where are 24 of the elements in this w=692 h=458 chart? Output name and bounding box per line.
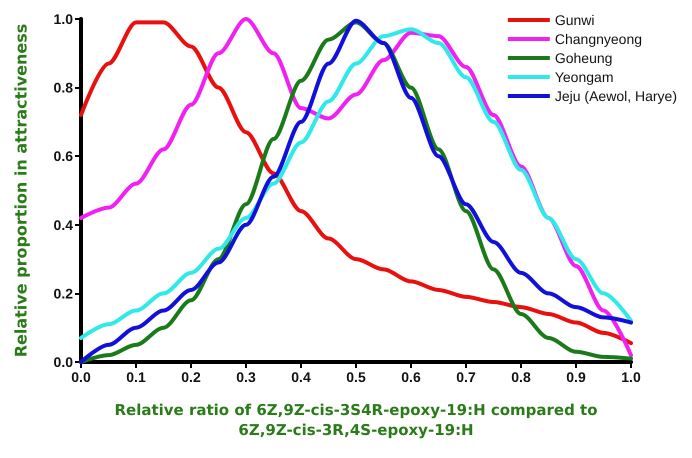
x-tick-label: 0.1 (126, 369, 146, 385)
legend-label: Yeongam (554, 69, 614, 85)
legend-label: Jeju (Aewol, Harye) (554, 88, 678, 104)
x-tick-label: 0.5 (346, 369, 366, 385)
legend-label: Gunwi (554, 12, 595, 28)
x-tick-label: 0.9 (566, 369, 586, 385)
x-tick-label: 0.6 (401, 369, 421, 385)
x-tick-label: 1.0 (621, 369, 641, 385)
y-tick-label: 0.6 (54, 148, 74, 164)
x-axis-title: Relative ratio of 6Z,9Z-cis-3S4R-epoxy-19:H compared to 6Z,9Z-cis-3R,4S-epoxy-19:H (114, 401, 598, 439)
y-tick-label: 0.0 (54, 354, 74, 370)
y-axis-title: Relative proportion in attractiveness (12, 24, 30, 358)
y-tick-label: 1.0 (54, 11, 74, 27)
x-tick-label: 0.8 (511, 369, 531, 385)
y-tick-label: 0.4 (54, 216, 74, 233)
legend-label: Goheung (554, 50, 612, 66)
x-tick-label: 0.2 (181, 369, 201, 385)
y-tick-label: 0.8 (54, 80, 74, 96)
x-tick-label: 0.0 (71, 369, 91, 385)
legend-label: Changnyeong (554, 31, 642, 47)
x-tick-label: 0.4 (291, 369, 311, 385)
x-tick-label: 0.7 (456, 369, 476, 385)
x-tick-label: 0.3 (236, 369, 256, 385)
y-tick-label: 0.2 (54, 285, 74, 302)
